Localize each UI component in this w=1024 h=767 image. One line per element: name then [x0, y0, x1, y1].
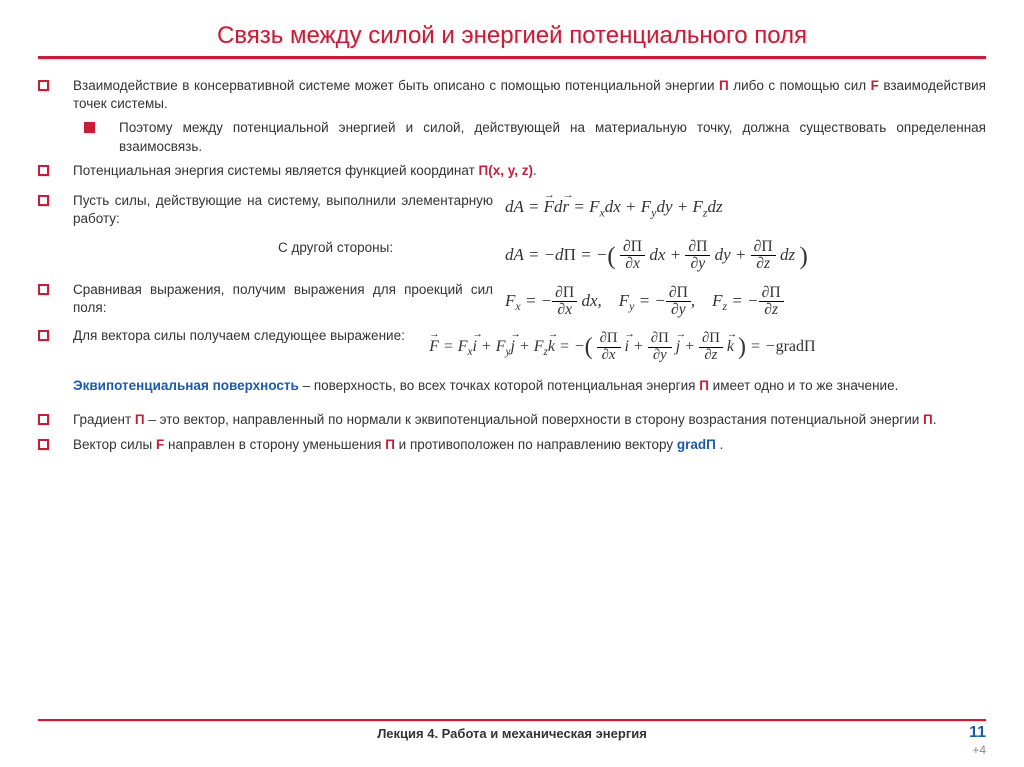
symbol-F: F — [871, 78, 879, 93]
page-number: 11 — [944, 724, 986, 742]
square-bullet-icon — [38, 284, 49, 295]
bullet-6: Градиент П – это вектор, направленный по… — [38, 411, 986, 429]
term: Эквипотенциальная поверхность — [73, 378, 299, 393]
bullet-5: Для вектора силы получаем следующее выра… — [38, 327, 417, 345]
text: – поверхность, во всех точках которой по… — [299, 378, 699, 393]
equation-gradient: F = Fxi + Fyj + Fzk = −( ∂П∂x i + ∂П∂y j… — [429, 331, 986, 363]
equation-dA: dA = Fdr = Fxdx + Fydy + Fzdz — [505, 196, 986, 220]
text: . — [716, 437, 724, 452]
symbol-F: F — [156, 437, 164, 452]
text: имеет одно и то же значение. — [709, 378, 898, 393]
symbol-P: П — [385, 437, 395, 452]
symbol-P: П — [135, 412, 145, 427]
slide-footer: Лекция 4. Работа и механическая энергия … — [38, 719, 986, 757]
bullet-3: Пусть силы, действующие на систему, выпо… — [38, 192, 493, 228]
bullet-2: Потенциальная энергия системы является ф… — [38, 162, 986, 180]
square-bullet-icon — [38, 195, 49, 206]
label-other-side: С другой стороны: — [38, 239, 493, 257]
text: . — [533, 163, 537, 178]
footer-lecture-title: Лекция 4. Работа и механическая энергия — [80, 726, 944, 741]
square-bullet-icon — [38, 165, 49, 176]
row-eq-3: Сравнивая выражения, получим выражения д… — [38, 281, 986, 327]
text: Взаимодействие в консервативной системе … — [73, 78, 719, 93]
equation-dPi: dA = −dП = −( ∂П∂x dx + ∂П∂y dy + ∂П∂z d… — [505, 239, 986, 273]
square-bullet-icon — [38, 80, 49, 91]
square-bullet-icon — [38, 330, 49, 341]
text: Градиент — [73, 412, 135, 427]
footer-plus: +4 — [38, 743, 986, 757]
text: либо с помощью сил — [729, 78, 871, 93]
text: Пусть силы, действующие на систему, выпо… — [73, 192, 493, 228]
bullet-1: Взаимодействие в консервативной системе … — [38, 77, 986, 113]
bullet-4: Сравнивая выражения, получим выражения д… — [38, 281, 493, 317]
symbol-grad: gradП — [677, 437, 716, 452]
text: Сравнивая выражения, получим выражения д… — [73, 281, 493, 317]
slide-body: Взаимодействие в консервативной системе … — [38, 77, 986, 454]
square-bullet-icon — [38, 439, 49, 450]
text: Потенциальная энергия системы является ф… — [73, 163, 479, 178]
text: направлен в сторону уменьшения — [164, 437, 385, 452]
text: – это вектор, направленный по нормали к … — [145, 412, 923, 427]
bullet-1-1: Поэтому между потенциальной энергией и с… — [38, 119, 986, 155]
symbol-fn: П(x, y, z) — [479, 163, 533, 178]
text: Для вектора силы получаем следующее выра… — [73, 327, 417, 345]
square-bullet-solid-icon — [84, 122, 95, 133]
text: и противоположен по направлению вектору — [395, 437, 677, 452]
bullet-7: Вектор силы F направлен в сторону уменьш… — [38, 436, 986, 454]
slide-title: Связь между силой и энергией потенциальн… — [38, 22, 986, 50]
footer-divider — [38, 719, 986, 721]
square-bullet-icon — [38, 414, 49, 425]
title-divider — [38, 56, 986, 59]
text: . — [933, 412, 937, 427]
symbol-P: П — [699, 378, 709, 393]
text: Вектор силы — [73, 437, 156, 452]
text: Поэтому между потенциальной энергией и с… — [119, 119, 986, 155]
definition-equipotential: Эквипотенциальная поверхность – поверхно… — [38, 377, 986, 395]
row-eq-4: Для вектора силы получаем следующее выра… — [38, 327, 986, 371]
equation-projections: Fx = −∂П∂x dx, Fy = −∂П∂y, Fz = −∂П∂z — [505, 285, 986, 319]
row-eq-2: С другой стороны: dA = −dП = −( ∂П∂x dx … — [38, 235, 986, 281]
row-eq-1: Пусть силы, действующие на систему, выпо… — [38, 192, 986, 234]
symbol-P: П — [719, 78, 729, 93]
symbol-P: П — [923, 412, 933, 427]
